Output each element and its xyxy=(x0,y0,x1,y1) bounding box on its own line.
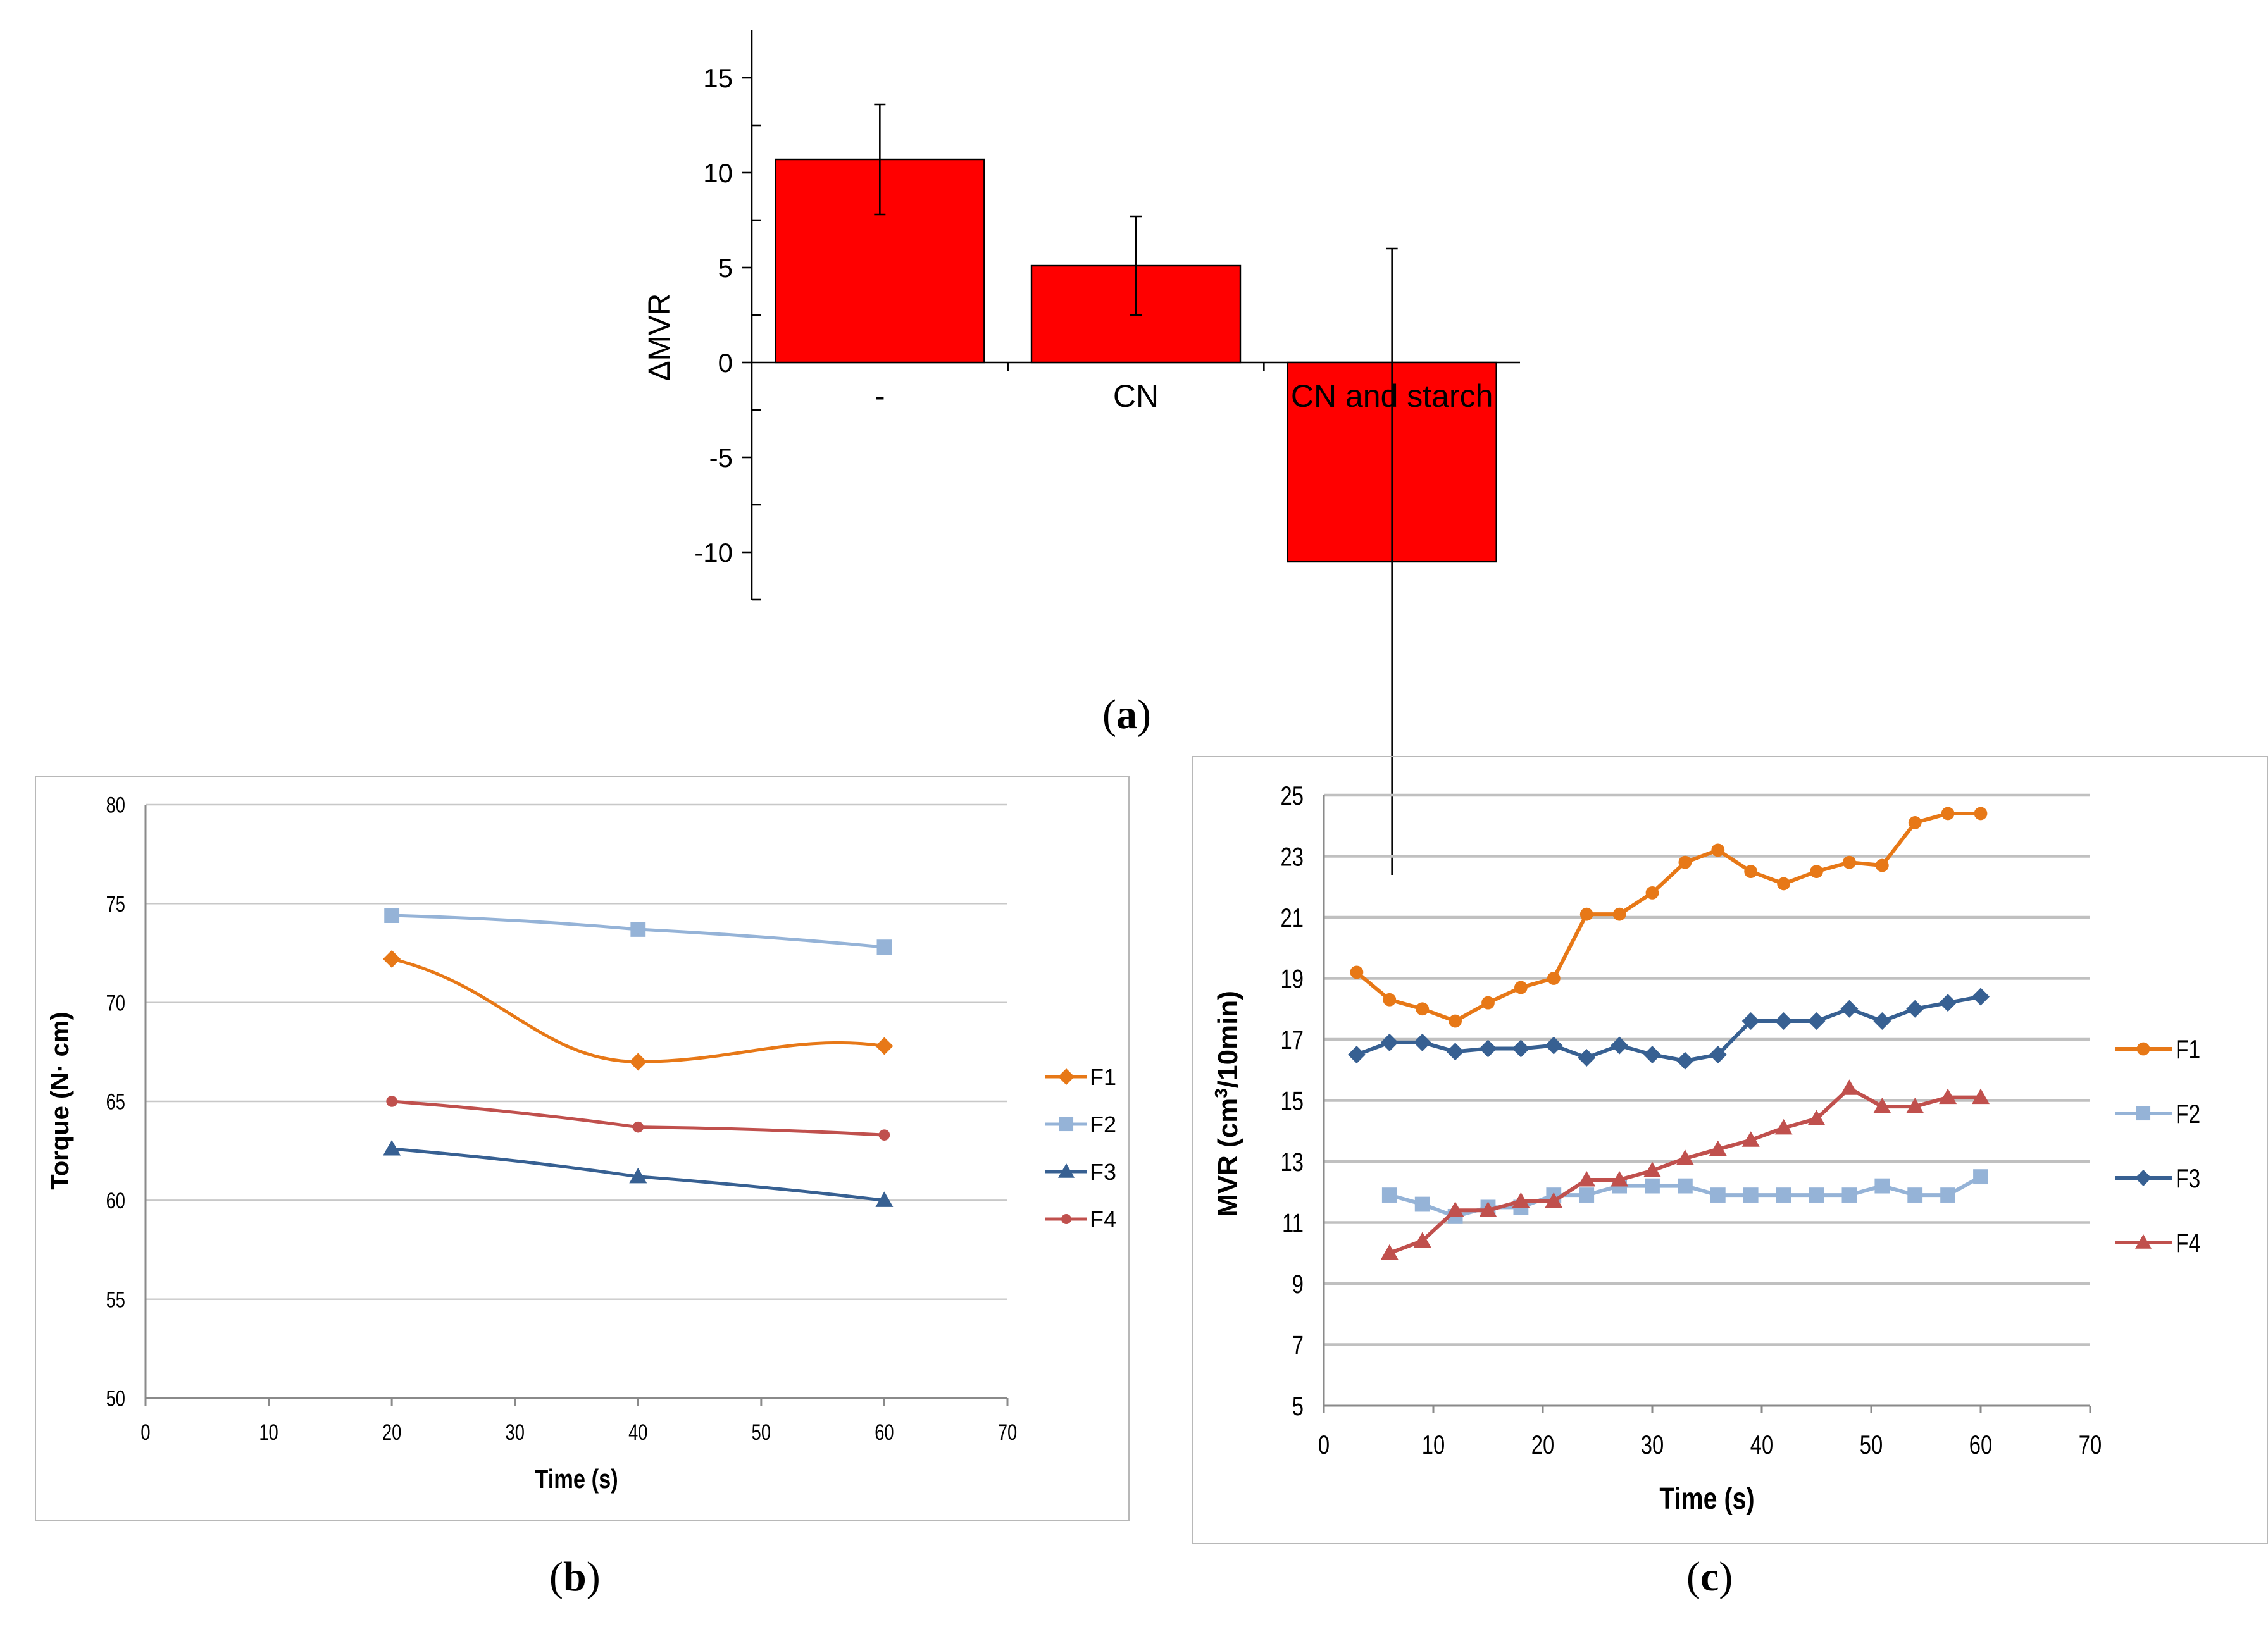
chart-a-axes xyxy=(742,30,1520,601)
panel-label-c: (c) xyxy=(1686,1554,1733,1600)
chart-a-y-tick-label: 5 xyxy=(718,253,733,283)
chart-a-bar xyxy=(1030,264,1242,364)
chart-a-x-tick-label: CN and starch xyxy=(1291,378,1493,414)
chart-c-frame xyxy=(1192,756,2268,1544)
chart-a-y-axis-label: ΔMVR xyxy=(643,294,676,381)
chart-a-y-tick-label: -5 xyxy=(709,443,733,473)
chart-a-bar xyxy=(1287,361,1497,563)
chart-a-y-tick-label: -10 xyxy=(694,538,733,567)
chart-a-labels: 15 10 5 0 -5 -10 - CN CN and starch ΔMVR xyxy=(643,63,1493,567)
chart-a-x-tick-label: - xyxy=(875,378,885,414)
chart-a-y-tick-label: 0 xyxy=(718,348,733,378)
chart-b-frame xyxy=(35,776,1130,1521)
chart-a-y-tick-label: 15 xyxy=(703,63,733,93)
chart-a-bar xyxy=(775,158,985,364)
panel-label-a: (a) xyxy=(1102,691,1151,738)
panel-label-b: (b) xyxy=(549,1554,601,1600)
chart-a-y-tick-label: 10 xyxy=(703,158,733,188)
chart-a-x-tick-label: CN xyxy=(1113,378,1159,414)
